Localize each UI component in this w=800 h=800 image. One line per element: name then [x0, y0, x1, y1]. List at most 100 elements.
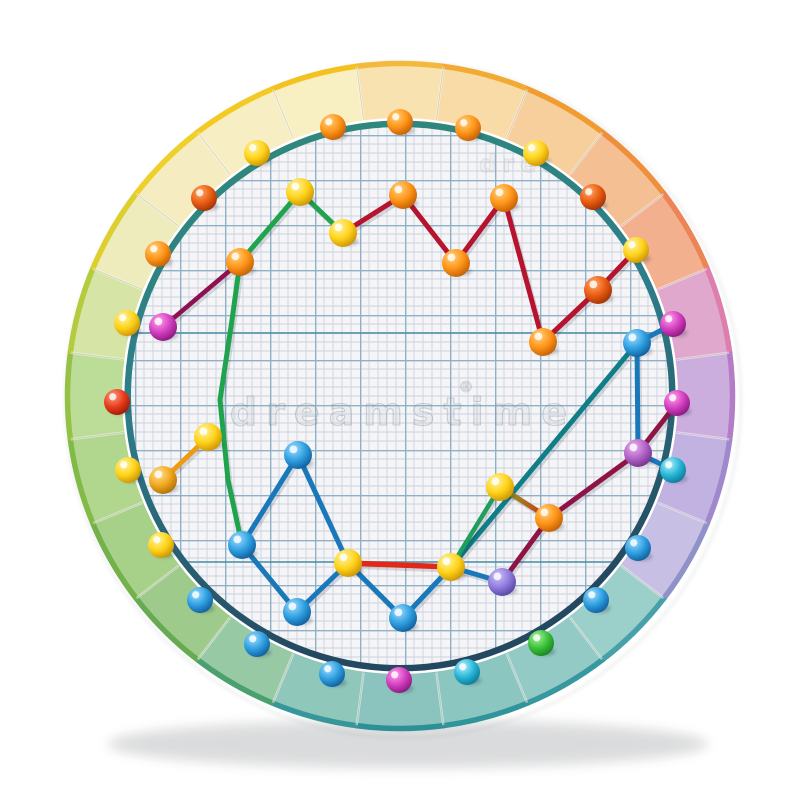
maroon-right-shadow — [501, 403, 682, 588]
ring-divider — [135, 564, 180, 600]
ring-divider — [676, 351, 730, 361]
data-point-blue — [389, 604, 419, 632]
data-point-orange — [389, 181, 419, 209]
ring-rim-arc — [660, 190, 711, 271]
data-point-amber — [149, 466, 179, 494]
perimeter-ball-blue — [625, 535, 653, 561]
ring-segment — [620, 192, 710, 290]
data-point-orange — [490, 184, 520, 212]
ring-divider-shade — [356, 66, 365, 120]
ring-segment — [356, 671, 444, 731]
ring-rim-arc — [704, 266, 733, 355]
series-teal-diagonal — [448, 340, 640, 570]
ring-divider — [70, 351, 124, 361]
seagreen-segment-shadow — [450, 487, 505, 573]
ring-divider — [620, 192, 665, 228]
ring-divider-shade — [621, 193, 664, 227]
ring-divider-shade — [136, 565, 179, 599]
ring-rim-arc — [660, 521, 711, 602]
ring-rim-arc — [67, 266, 96, 355]
ring-divider-shade — [70, 431, 124, 440]
ring-divider — [196, 616, 232, 661]
series-maroon-left — [160, 259, 243, 330]
perimeter-ball-yellow — [623, 237, 651, 263]
perimeter-ball-yellow — [523, 140, 551, 166]
ring-divider-shade — [506, 89, 528, 139]
ring-rim-arc — [270, 63, 359, 92]
perimeter-ball-blue — [583, 587, 611, 613]
perimeter-ball-red — [104, 389, 132, 415]
perimeter-ball-magenta — [660, 311, 688, 337]
ring-segment — [356, 61, 444, 121]
ring-rim-arc — [64, 351, 74, 441]
ring-rim-arc — [441, 700, 530, 729]
ring-divider — [435, 66, 445, 120]
data-point-yellow — [286, 178, 316, 206]
ring-segment — [506, 616, 604, 706]
series-blue-right — [634, 321, 676, 473]
perimeter-ball-orangered — [580, 184, 608, 210]
ring-segment — [196, 616, 294, 706]
ring-divider — [355, 66, 365, 120]
data-point-orange — [535, 504, 565, 532]
ring-segment — [569, 565, 666, 662]
data-point-orchid — [624, 439, 654, 467]
ring-divider-shade — [676, 352, 730, 361]
perimeter-ball-green — [528, 630, 556, 656]
ring-rim-arc — [194, 656, 275, 707]
ring-rim-arc — [133, 129, 201, 197]
ring-divider-shade — [621, 565, 664, 599]
data-point-orange — [529, 328, 559, 356]
ring-divider-shade — [657, 268, 707, 290]
ring-segment — [506, 86, 604, 176]
ring-segment — [65, 352, 125, 440]
ring-rim-arc — [726, 351, 736, 441]
ring-divider — [435, 672, 445, 726]
ring-divider — [505, 653, 529, 704]
perimeter-ball-orange — [145, 241, 173, 267]
perimeter-ball-cyan — [660, 457, 688, 483]
perimeter-ball-yellow — [244, 140, 272, 166]
ring-rim-arc — [704, 437, 733, 526]
ring-divider-shade — [197, 132, 231, 175]
ring-divider-shade — [569, 617, 603, 660]
data-point-yellow — [486, 473, 516, 501]
ring-rim-arc — [525, 85, 606, 136]
ring-divider-shade — [272, 89, 294, 139]
ring-divider — [568, 616, 604, 661]
ring-rim-arc — [599, 129, 667, 197]
watermark-reg-symbol: ® — [459, 378, 474, 396]
ring-segment — [196, 86, 294, 176]
perimeter-ball-magenta — [664, 390, 692, 416]
ring-divider-shade — [506, 653, 528, 703]
data-point-blue — [283, 598, 313, 626]
ring-segment — [675, 352, 735, 440]
data-point-yellow — [437, 553, 467, 581]
graph-paper-disc — [131, 127, 669, 665]
perimeter-ball-blue — [319, 661, 347, 687]
ring-divider-shade — [70, 352, 124, 361]
ring-rim-arc — [89, 190, 140, 271]
perimeter-ball-blue — [244, 631, 272, 657]
perimeter-ball-yellow — [114, 310, 142, 336]
perimeter-ball-orange — [455, 115, 483, 141]
data-point-orangered — [584, 276, 614, 304]
ring-divider-shade — [136, 193, 179, 227]
data-point-blue — [228, 531, 258, 559]
ring-divider — [505, 88, 529, 139]
ring-divider — [92, 501, 143, 525]
ring-rim-arc — [133, 595, 201, 663]
ring-segment — [569, 130, 666, 227]
data-point-yellow — [194, 423, 224, 451]
ring-divider — [620, 564, 665, 600]
ring-divider — [271, 653, 295, 704]
perimeter-ball-orangered — [191, 185, 219, 211]
data-point-violet — [488, 568, 518, 596]
ring-divider — [355, 672, 365, 726]
ring-rim-arc — [525, 656, 606, 707]
ring-rim-arc — [67, 437, 96, 526]
watermark-text: dreamstime — [230, 390, 576, 434]
data-points — [104, 109, 692, 693]
ring-divider-shade — [197, 617, 231, 660]
